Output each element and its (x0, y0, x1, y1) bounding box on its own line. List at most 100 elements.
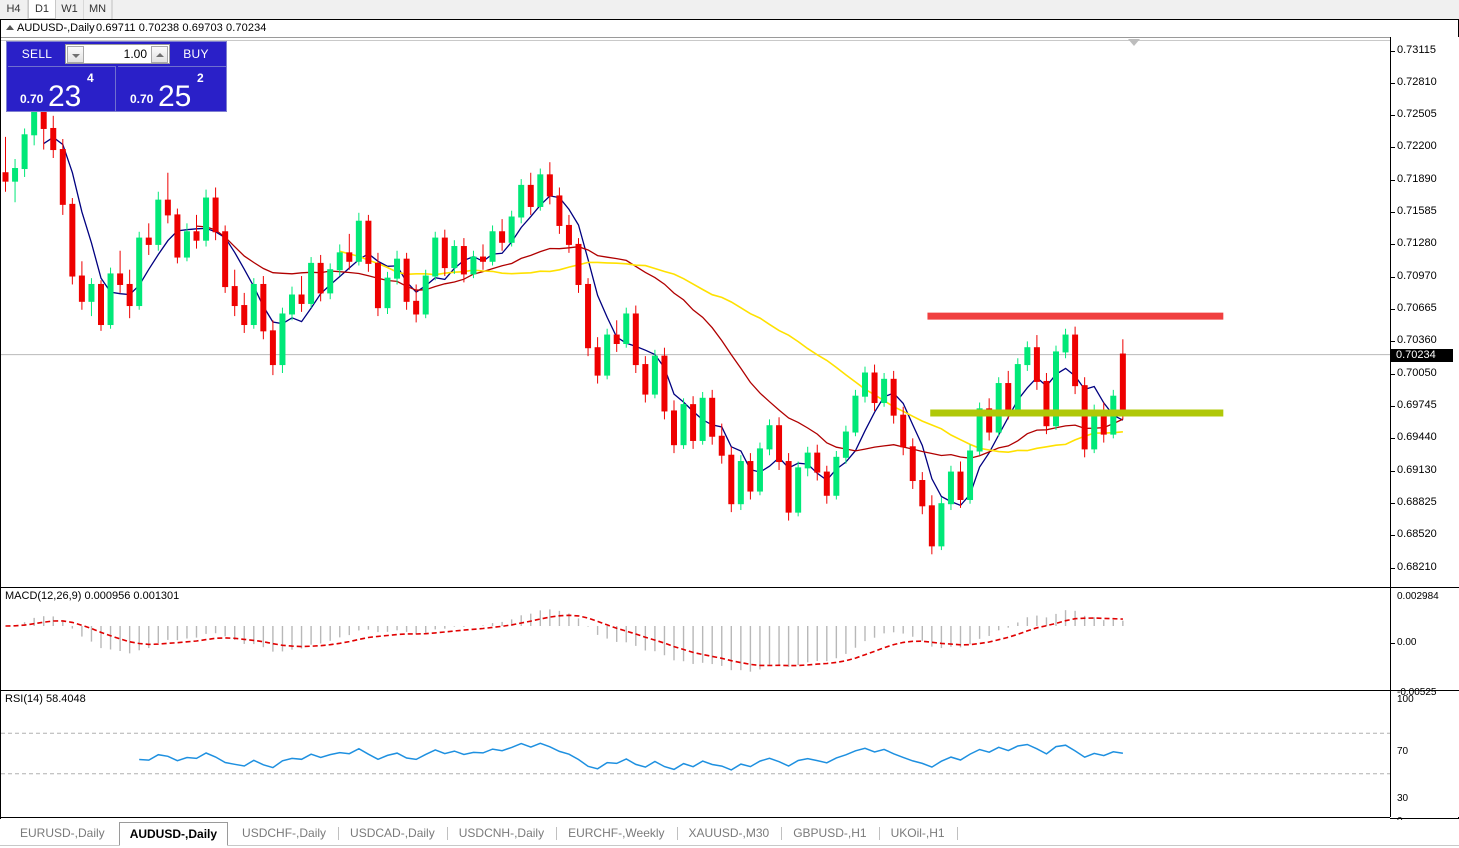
price-tick (1391, 244, 1395, 246)
price-scale-label: 0.72505 (1397, 108, 1437, 121)
chevron-up-icon (156, 53, 164, 57)
scale-separator (1391, 690, 1459, 691)
one-click-trading-panel[interactable]: SELL 1.00 BUY 0.70 23 4 0.70 25 2 (6, 41, 227, 112)
buy-price-main: 25 (158, 80, 192, 113)
price-scale-label: 0.70970 (1397, 270, 1437, 283)
rsi-scale-label: 30 (1397, 793, 1409, 804)
chart-tab-audusddaily[interactable]: AUDUSD-,Daily (118, 822, 229, 846)
price-tick (1391, 406, 1395, 408)
tab-separator (338, 827, 340, 840)
price-tick (1391, 277, 1395, 279)
price-pane[interactable] (1, 37, 1390, 586)
price-tick (1391, 180, 1395, 182)
price-tick (1391, 471, 1395, 473)
macd-label: MACD(12,26,9) 0.000956 0.001301 (5, 590, 180, 602)
chart-symbol-label: AUDUSD-,Daily (17, 22, 95, 34)
macd-pane[interactable]: MACD(12,26,9) 0.000956 0.001301 (1, 587, 1390, 690)
price-tick (1391, 535, 1395, 537)
price-tick (1391, 568, 1395, 569)
price-tick (1391, 438, 1395, 440)
rsi-scale-label: 70 (1397, 746, 1409, 757)
chart-window: AUDUSD-,Daily 0.69711 0.70238 0.69703 0.… (0, 19, 1459, 838)
sell-price-fraction: 4 (87, 71, 94, 85)
sell-label[interactable]: SELL (21, 47, 53, 61)
chart-tab-xauusdm30[interactable]: XAUUSD-,M30 (688, 826, 770, 840)
macd-chart-svg (5, 609, 1124, 672)
price-tick (1391, 374, 1395, 376)
price-scale-label: 0.71585 (1397, 205, 1437, 218)
scale-separator (1391, 587, 1459, 588)
buy-label[interactable]: BUY (183, 47, 209, 61)
price-scale-label: 0.71890 (1397, 173, 1437, 186)
chevron-down-icon (72, 54, 80, 58)
timeframe-button-h4[interactable]: H4 (0, 0, 28, 19)
current-price-tag: 0.70234 (1391, 348, 1453, 362)
timeframe-button-d1[interactable]: D1 (28, 0, 56, 19)
chart-tab-eurusddaily[interactable]: EURUSD-,Daily (20, 826, 105, 840)
toolbar-divider (112, 0, 113, 19)
sell-price-button[interactable]: 0.70 23 4 (8, 66, 116, 113)
buy-price-button[interactable]: 0.70 25 2 (118, 66, 226, 113)
volume-increment-button[interactable] (151, 46, 168, 63)
chart-header: AUDUSD-,Daily 0.69711 0.70238 0.69703 0.… (1, 20, 1458, 36)
rsi-chart-svg (1, 732, 1390, 775)
price-tick (1391, 212, 1395, 214)
chart-shift-marker[interactable] (1128, 39, 1140, 46)
rsi-pane[interactable]: RSI(14) 58.4048 (1, 690, 1390, 818)
timeframe-button-w1[interactable]: W1 (56, 0, 84, 19)
volume-value[interactable]: 1.00 (123, 47, 147, 61)
price-scale-label: 0.68825 (1397, 496, 1437, 509)
price-tick (1391, 115, 1395, 117)
chart-tab-gbpusdh1[interactable]: GBPUSD-,H1 (793, 826, 867, 840)
price-scale-label: 0.69440 (1397, 431, 1437, 444)
price-scale-label: 0.73115 (1397, 44, 1436, 56)
trade-panel-top-row: SELL 1.00 BUY (7, 42, 226, 66)
price-chart-svg (1, 84, 1390, 555)
chart-tab-usdcnhdaily[interactable]: USDCNH-,Daily (458, 826, 545, 840)
tab-separator (956, 827, 958, 840)
chart-tab-usdchfdaily[interactable]: USDCHF-,Daily (242, 826, 327, 840)
sell-price-prefix: 0.70 (20, 92, 44, 106)
price-scale-label: 0.70665 (1397, 302, 1437, 315)
volume-stepper[interactable]: 1.00 (65, 44, 170, 64)
tab-separator (781, 827, 783, 840)
collapse-arrow-icon[interactable] (6, 25, 14, 30)
macd-scale-label: 0.002984 (1397, 591, 1439, 602)
rsi-label: RSI(14) 58.4048 (5, 693, 86, 705)
sell-price-main: 23 (48, 80, 82, 113)
chart-tab-usdcaddaily[interactable]: USDCAD-,Daily (350, 826, 435, 840)
price-scale-label: 0.68520 (1397, 528, 1437, 541)
timeframe-button-mn[interactable]: MN (84, 0, 112, 19)
buy-price-fraction: 2 (197, 71, 204, 85)
chart-tab-ukoilh1[interactable]: UKOil-,H1 (890, 826, 945, 840)
price-tick (1391, 309, 1395, 311)
price-tick (1391, 51, 1395, 52)
price-tick (1391, 341, 1395, 343)
timeframe-toolbar: H4 D1 W1 MN (0, 0, 1459, 20)
tab-separator (556, 827, 558, 840)
macd-scale-label: -0.00525 (1397, 687, 1437, 698)
chart-tab-bar: EURUSD-,Daily AUDUSD-,Daily USDCHF-,Daily U… (0, 820, 1459, 848)
chart-top-rule (1, 37, 1391, 41)
price-scale-label: 0.69130 (1397, 464, 1437, 477)
chart-tab-eurchfweekly[interactable]: EURCHF-,Weekly (568, 826, 665, 840)
rsi-scale-label: 100 (1397, 694, 1414, 705)
price-scale-label: 0.72200 (1397, 140, 1437, 153)
price-scale-label: 0.72810 (1397, 76, 1437, 89)
buy-price-prefix: 0.70 (130, 92, 154, 106)
volume-decrement-button[interactable] (67, 46, 84, 63)
price-tick (1391, 503, 1395, 505)
price-scale[interactable]: 0.73115 0.72810 0.72505 0.72200 0.71890 0.715… (1390, 37, 1459, 827)
macd-tick (1391, 643, 1395, 644)
price-scale-label: 0.69745 (1397, 399, 1437, 412)
price-scale-label: 0.70050 (1397, 367, 1437, 380)
price-tick (1391, 147, 1395, 149)
price-scale-label: 0.71280 (1397, 237, 1437, 250)
price-scale-label: 0.70360 (1397, 334, 1437, 347)
chart-ohlc-values: 0.69711 0.70238 0.69703 0.70234 (96, 22, 267, 34)
price-tick (1391, 83, 1395, 85)
price-scale-label: 0.68210 (1397, 561, 1437, 573)
tab-separator (446, 827, 448, 840)
tab-bar-rule (0, 845, 1459, 846)
tab-separator (676, 827, 678, 840)
